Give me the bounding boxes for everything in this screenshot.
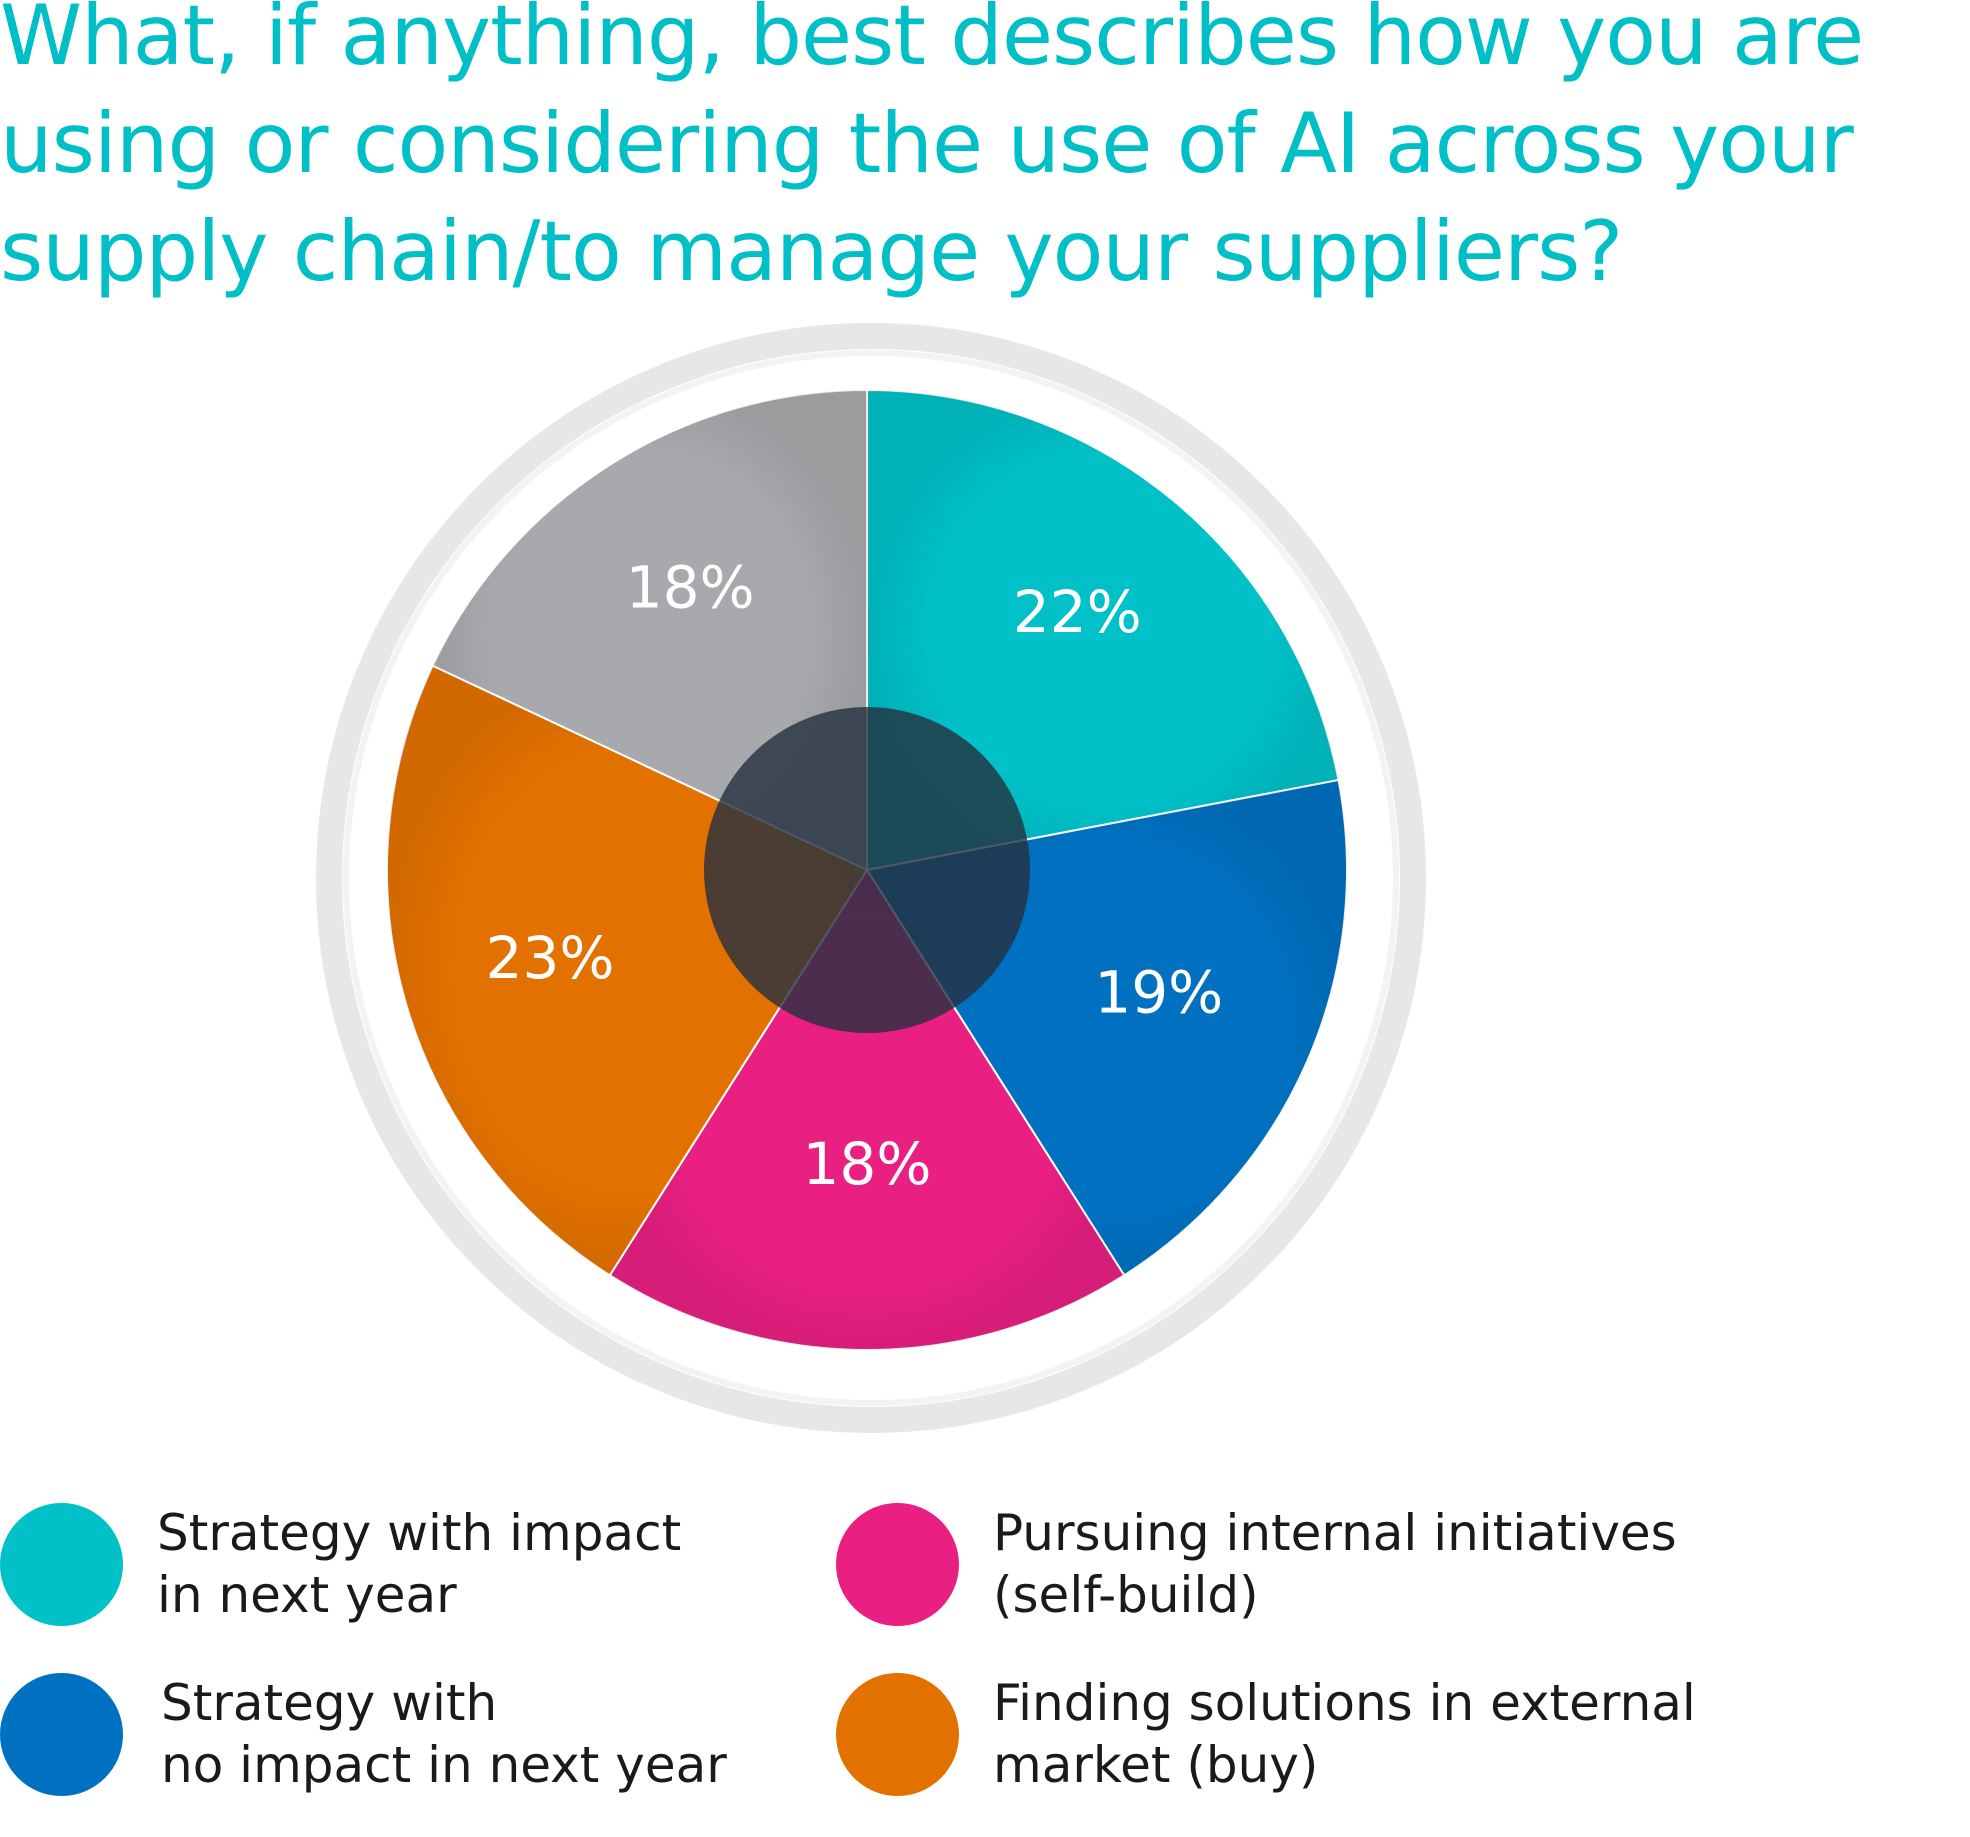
legend-label-line: Strategy with impact — [157, 1504, 682, 1562]
legend-label-line: market (buy) — [993, 1736, 1319, 1794]
title-line: supply chain/to manage your suppliers? — [0, 203, 1623, 300]
legend-swatch — [0, 1502, 123, 1626]
slice-value-label: 18% — [803, 1130, 932, 1198]
legend-label-line: Finding solutions in external — [993, 1674, 1696, 1732]
legend-swatch — [0, 1672, 123, 1796]
chart-title: What, if anything, best describes how yo… — [0, 0, 1960, 306]
legend-item: Pursuing internal initiatives (self-buil… — [836, 1502, 1677, 1626]
title-line: What, if anything, best describes how yo… — [0, 0, 1864, 84]
legend-item: Strategy with no impact in next year — [0, 1672, 727, 1796]
legend-label: Strategy with no impact in next year — [161, 1672, 727, 1796]
legend-swatch — [836, 1502, 959, 1626]
legend-swatch — [836, 1672, 959, 1796]
legend-label-line: no impact in next year — [161, 1736, 727, 1794]
slice-value-label: 23% — [486, 924, 615, 992]
legend-label: Finding solutions in external market (bu… — [993, 1672, 1696, 1796]
legend-label-line: in next year — [157, 1566, 457, 1624]
pie-center-hub — [704, 707, 1030, 1033]
legend-item: Finding solutions in external market (bu… — [836, 1672, 1696, 1796]
slice-value-label: 18% — [626, 554, 755, 622]
legend-item: Strategy with impact in next year — [0, 1502, 681, 1626]
legend-label-line: (self-build) — [993, 1566, 1259, 1624]
slice-value-label: 19% — [1094, 958, 1223, 1026]
outer-ring-highlight — [343, 350, 1399, 1406]
pie-slice-shade — [609, 870, 1125, 1351]
pie-slice-shade — [867, 390, 1339, 870]
legend-label-line: Strategy with — [161, 1674, 498, 1732]
slice-value-label: 22% — [1013, 578, 1142, 646]
legend-label: Pursuing internal initiatives (self-buil… — [993, 1502, 1677, 1626]
legend-label: Strategy with impact in next year — [157, 1502, 681, 1626]
outer-ring — [316, 323, 1426, 1433]
title-line: using or considering the use of AI acros… — [0, 95, 1854, 192]
legend-label-line: Pursuing internal initiatives — [993, 1504, 1677, 1562]
